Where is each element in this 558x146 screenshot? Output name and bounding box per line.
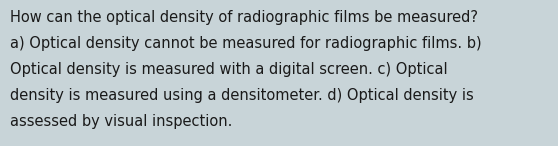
Text: How can the optical density of radiographic films be measured?: How can the optical density of radiograp… [10,10,478,25]
Text: density is measured using a densitometer. d) Optical density is: density is measured using a densitometer… [10,88,474,103]
Text: assessed by visual inspection.: assessed by visual inspection. [10,114,233,129]
Text: Optical density is measured with a digital screen. c) Optical: Optical density is measured with a digit… [10,62,448,77]
Text: a) Optical density cannot be measured for radiographic films. b): a) Optical density cannot be measured fo… [10,36,482,51]
